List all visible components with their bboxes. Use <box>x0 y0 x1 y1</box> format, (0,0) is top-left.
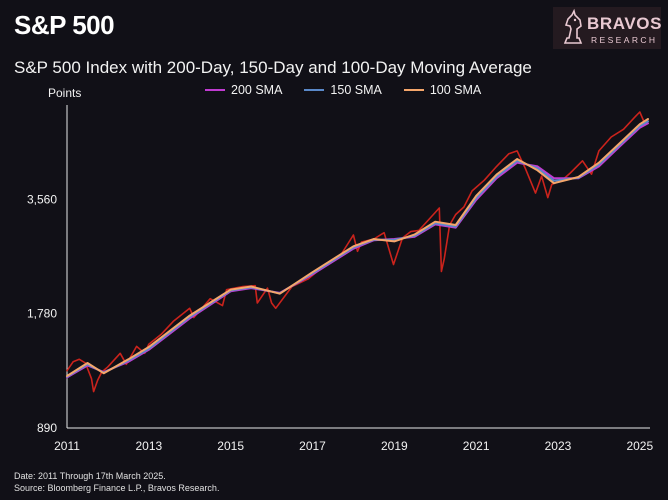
y-tick-label: 1,780 <box>27 307 57 321</box>
x-tick-label: 2019 <box>381 439 408 453</box>
x-tick-label: 2023 <box>545 439 572 453</box>
x-tick-labels: 2011 2013 2015 2017 2019 2021 2023 2025 <box>54 439 653 453</box>
knight-chess-piece-icon <box>553 7 661 49</box>
legend-swatch-200-sma <box>205 89 225 91</box>
legend-label-150-sma: 150 SMA <box>330 83 382 97</box>
brand-tagline: RESEARCH <box>591 35 658 45</box>
legend-label-100-sma: 100 SMA <box>429 83 482 97</box>
y-tick-labels: 890 1,780 3,560 <box>27 192 57 435</box>
page-title: S&P 500 <box>14 10 115 40</box>
y-axis-label: Points <box>48 86 82 100</box>
x-tick-label: 2021 <box>463 439 490 453</box>
chart-footer: Date: 2011 Through 17th March 2025. Sour… <box>14 470 219 494</box>
legend-swatch-100-sma <box>403 89 424 91</box>
x-tick-label: 2015 <box>217 439 244 453</box>
x-tick-label: 2025 <box>626 439 653 453</box>
chart-subtitle: S&P 500 Index with 200-Day, 150-Day and … <box>14 58 532 77</box>
x-tick-label: 2017 <box>299 439 326 453</box>
legend-item-200-sma: 200 SMA <box>205 83 282 97</box>
series-layer <box>66 111 649 393</box>
y-tick-label: 890 <box>37 421 57 435</box>
footer-source-note: Source: Bloomberg Finance L.P., Bravos R… <box>14 483 220 493</box>
series-line-100-sma <box>66 118 649 377</box>
y-tick-label: 3,560 <box>27 192 57 206</box>
legend-item-150-sma: 150 SMA <box>304 83 382 97</box>
x-tick-label: 2011 <box>54 439 80 453</box>
brand-name: BRAVOS <box>587 14 663 33</box>
x-tick-label: 2013 <box>135 439 162 453</box>
legend-swatch-150-sma <box>304 89 325 91</box>
legend-label-200-sma: 200 SMA <box>231 83 283 97</box>
chart-legend: 200 SMA 150 SMA 100 SMA <box>205 83 481 97</box>
legend-item-100-sma: 100 SMA <box>403 83 482 97</box>
series-line-s-p-500 <box>66 111 649 393</box>
footer-date-note: Date: 2011 Through 17th March 2025. <box>14 471 166 481</box>
